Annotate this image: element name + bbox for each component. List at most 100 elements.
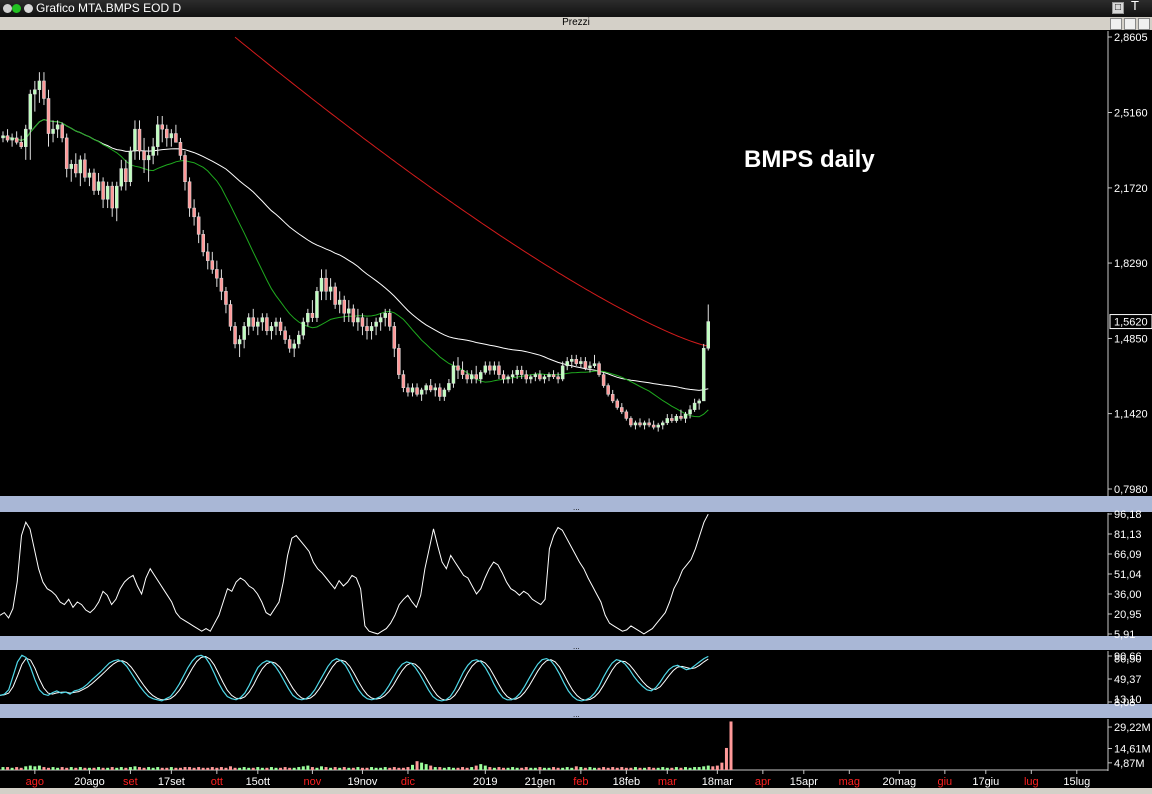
volume-bar	[702, 766, 706, 770]
x-tick-label: 2019	[473, 776, 497, 788]
candle-body	[64, 137, 69, 169]
pane-separator-3[interactable]: ...	[0, 704, 1152, 719]
last-price-label: 1,5620	[1114, 317, 1148, 329]
splitter-grip-icon[interactable]: ...	[573, 642, 580, 651]
volume-bar	[538, 767, 542, 770]
volume-bar	[260, 767, 264, 770]
candle-body	[424, 385, 428, 391]
candle-body	[37, 80, 42, 90]
volume-bar	[602, 767, 606, 770]
candle-body	[292, 343, 296, 349]
volume-bar	[697, 767, 701, 770]
candle-body	[201, 234, 205, 253]
candle-body	[701, 348, 706, 402]
candle-body	[588, 365, 592, 369]
candle-body	[10, 137, 14, 141]
volume-bar	[19, 767, 23, 770]
volume-bar	[24, 766, 28, 770]
candle-body	[19, 142, 23, 147]
ma-short-line	[2, 118, 709, 418]
candle-body	[479, 372, 483, 380]
splitter-grip-icon[interactable]: ...	[573, 503, 580, 512]
volume-bar	[456, 767, 460, 770]
volume-bar	[51, 767, 55, 770]
volume-bar	[69, 767, 73, 770]
volume-bar	[283, 767, 287, 770]
x-tick-label: apr	[755, 776, 771, 788]
y-tick-label-extra: 13,10	[1114, 694, 1142, 706]
volume-bar	[197, 767, 201, 770]
candle-body	[55, 124, 60, 130]
volume-bar	[424, 764, 428, 770]
candle-body	[692, 402, 697, 410]
volume-bar	[310, 767, 314, 770]
volume-bar	[210, 767, 214, 770]
volume-bar	[542, 767, 546, 770]
splitter-grip-icon[interactable]: ...	[573, 710, 580, 719]
candle-body	[28, 93, 33, 130]
pane-menu-icon[interactable]	[1110, 18, 1122, 30]
volume-bar	[488, 767, 492, 770]
y-tick-label: 81,13	[1114, 529, 1142, 541]
candle-body	[187, 181, 192, 209]
pane-maximize-icon[interactable]	[1124, 18, 1136, 30]
candle-body	[283, 330, 287, 340]
candle-body	[465, 374, 469, 380]
candle-body	[146, 155, 151, 161]
volume-bar	[315, 767, 319, 770]
candle-body	[174, 133, 178, 143]
volume-bar	[611, 767, 615, 770]
candle-body	[656, 424, 660, 428]
oscillator-line	[0, 513, 709, 635]
candle-body	[501, 374, 506, 380]
minimize-icon[interactable]: □	[1112, 2, 1124, 14]
volume-bar	[106, 767, 110, 770]
pane-separator-2[interactable]: ...	[0, 636, 1152, 651]
pane-separator-1[interactable]: ...	[0, 496, 1152, 512]
window-menu-icon[interactable]	[3, 4, 12, 13]
candle-body	[492, 365, 497, 371]
y-tick-label: 8,08	[1114, 697, 1135, 709]
pane-close-icon[interactable]	[1138, 18, 1150, 30]
volume-bar	[520, 767, 524, 770]
volume-bar	[288, 767, 292, 770]
candle-body	[333, 286, 337, 305]
candle-body	[319, 277, 324, 292]
candle-body	[287, 339, 292, 349]
volume-bar	[169, 767, 173, 770]
candle-body	[556, 376, 560, 380]
volume-bar	[156, 767, 160, 770]
candle-body	[356, 317, 360, 323]
y-tick-label: 5,91	[1114, 629, 1135, 641]
candle-body	[620, 407, 624, 413]
candle-body	[651, 424, 656, 428]
volume-bar	[406, 767, 410, 770]
candle-body	[415, 387, 419, 395]
volume-bar	[219, 767, 223, 770]
volume-bar	[265, 767, 269, 770]
volume-bar	[529, 767, 533, 770]
text-tool-icon[interactable]: T	[1131, 0, 1139, 13]
volume-bar	[138, 767, 141, 770]
volume-bar	[119, 767, 123, 770]
volume-bar	[329, 767, 333, 770]
volume-bar	[60, 767, 64, 770]
x-tick-label: ago	[26, 776, 44, 788]
candle-body	[574, 359, 579, 364]
volume-bar	[524, 767, 528, 770]
volume-bar	[324, 767, 328, 770]
candle-body	[51, 128, 55, 134]
candle-body	[251, 317, 255, 327]
candle-body	[124, 168, 128, 182]
volume-bar	[629, 767, 633, 770]
volume-bar	[502, 767, 505, 770]
y-tick-label: 2,1720	[1114, 183, 1148, 195]
volume-bar	[97, 767, 101, 770]
candle-body	[219, 277, 224, 292]
volume-bar	[556, 767, 560, 770]
chart-title: BMPS daily	[744, 146, 875, 173]
y-tick-label: 4,87M	[1114, 758, 1145, 770]
volume-bar	[374, 767, 378, 770]
x-tick-label: lug	[1024, 776, 1039, 788]
